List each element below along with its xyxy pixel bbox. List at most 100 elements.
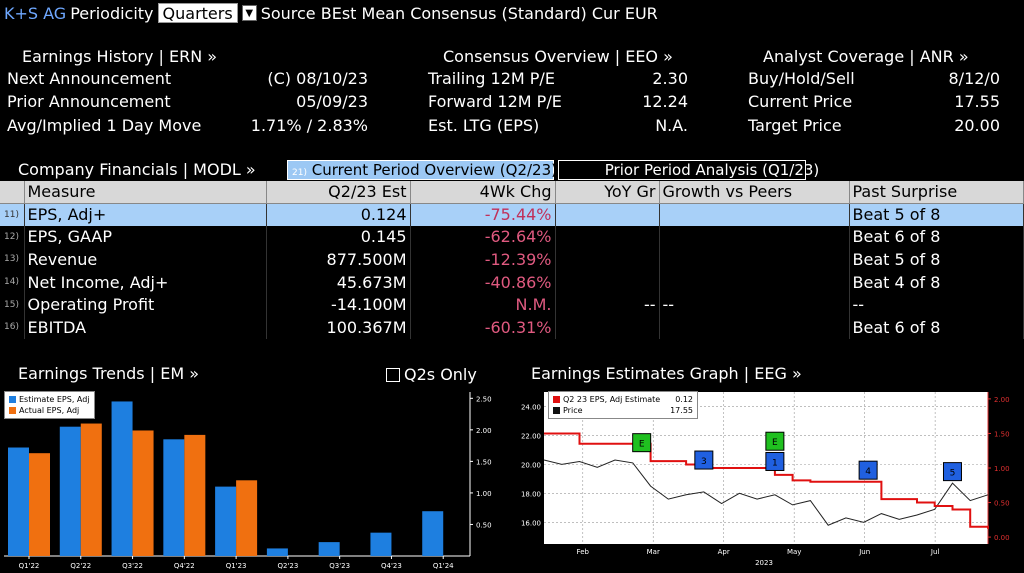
earnings-trends-title[interactable]: Earnings Trends | EM » xyxy=(18,364,199,383)
bar-actual xyxy=(29,453,50,556)
x-tick-label: Q3'22 xyxy=(122,562,143,570)
consensus-overview-title[interactable]: Consensus Overview | EEO » xyxy=(443,47,673,66)
trailing-pe-value: 2.30 xyxy=(652,69,688,88)
y-tick-label: 2.50 xyxy=(476,395,492,403)
current-price-label: Current Price xyxy=(748,92,853,111)
event-marker-label: E xyxy=(639,440,645,450)
row-measure: Net Income, Adj+ xyxy=(24,270,267,294)
bar-estimate xyxy=(370,532,392,556)
ltg-value: N.A. xyxy=(655,116,688,135)
y-right-tick-label: 1.50 xyxy=(994,430,1010,438)
y-right-tick-label: 2.00 xyxy=(994,396,1010,404)
bar-actual xyxy=(184,434,206,556)
row-4wk-chg: -62.64% xyxy=(410,225,556,249)
row-number: 12) xyxy=(0,225,25,249)
col-growth-peers[interactable]: Growth vs Peers xyxy=(659,181,850,204)
x-tick-label: Feb xyxy=(577,548,590,556)
top-bar: K+S AG Periodicity Quarters ▼ Source BEs… xyxy=(4,2,658,24)
event-marker xyxy=(632,433,652,453)
row-estimate: -14.100M xyxy=(266,293,411,316)
bar-estimate xyxy=(111,401,133,556)
table-row[interactable]: 15) Operating Profit -14.100M N.M. -- -- -- xyxy=(0,293,1024,316)
x-tick-label: Q4'22 xyxy=(174,562,195,570)
row-estimate: 100.367M xyxy=(266,315,411,339)
row-growth-peers: -- xyxy=(659,293,850,316)
table-row[interactable]: 14) Net Income, Adj+ 45.673M -40.86% Beat 4 … xyxy=(0,270,1024,294)
row-number: 16) xyxy=(0,315,25,339)
x-tick-label: Q1'23 xyxy=(226,562,247,570)
chevron-down-icon[interactable]: ▼ xyxy=(241,5,257,21)
event-marker-label: E xyxy=(772,438,778,448)
row-yoy-gr xyxy=(555,225,660,249)
target-price-label: Target Price xyxy=(748,116,842,135)
row-yoy-gr xyxy=(555,203,660,226)
event-marker-label: 5 xyxy=(950,469,956,479)
col-estimate[interactable]: Q2/23 Est xyxy=(266,181,411,204)
row-yoy-gr xyxy=(555,270,660,294)
bar-estimate xyxy=(163,439,185,556)
x-tick-label: Q1'22 xyxy=(19,562,40,570)
y-left-tick-label: 16.00 xyxy=(521,519,541,527)
col-yoy-gr[interactable]: YoY Gr xyxy=(555,181,660,204)
company-financials-title[interactable]: Company Financials | MODL » xyxy=(18,160,256,179)
x-tick-label: Apr xyxy=(718,548,730,556)
earnings-trends-legend: Estimate EPS, Adj Actual EPS, Adj xyxy=(4,391,95,419)
avg-move-value: 1.71% / 2.83% xyxy=(250,116,368,135)
table-row[interactable]: 12) EPS, GAAP 0.145 -62.64% Beat 6 of 8 xyxy=(0,225,1024,249)
legend-item-price: Price 17.55 xyxy=(553,405,693,416)
legend-swatch-price xyxy=(553,407,560,414)
tab-prior-period[interactable]: 22) Prior Period Analysis (Q1/23) xyxy=(558,160,819,180)
table-row[interactable]: 11) EPS, Adj+ 0.124 -75.44% Beat 5 of 8 xyxy=(0,203,1024,226)
buy-hold-sell-value: 8/12/0 xyxy=(948,69,1001,88)
prior-announcement-value: 05/09/23 xyxy=(296,92,368,111)
earnings-estimates-title[interactable]: Earnings Estimates Graph | EEG » xyxy=(531,364,802,383)
row-measure: Revenue xyxy=(24,248,267,271)
col-4wk-chg[interactable]: 4Wk Chg xyxy=(410,181,556,204)
y-right-tick-label: 0.00 xyxy=(994,534,1010,542)
x-tick-label: Q2'22 xyxy=(70,562,91,570)
row-past-surprise: Beat 5 of 8 xyxy=(849,203,1024,226)
next-announcement-label: Next Announcement xyxy=(7,69,172,88)
row-4wk-chg: -12.39% xyxy=(410,248,556,271)
periodicity-label: Periodicity xyxy=(70,3,154,23)
row-4wk-chg: -75.44% xyxy=(410,203,556,226)
analyst-coverage-title[interactable]: Analyst Coverage | ANR » xyxy=(763,47,969,66)
row-growth-peers xyxy=(659,203,850,226)
row-measure: EPS, Adj+ xyxy=(24,203,267,226)
row-past-surprise: Beat 4 of 8 xyxy=(849,270,1024,294)
row-4wk-chg: -40.86% xyxy=(410,270,556,294)
table-row[interactable]: 13) Revenue 877.500M -12.39% Beat 5 of 8 xyxy=(0,248,1024,271)
legend-swatch-actual xyxy=(9,407,16,414)
trailing-pe-label: Trailing 12M P/E xyxy=(428,69,555,88)
row-number: 14) xyxy=(0,270,25,294)
periodicity-select[interactable]: Quarters xyxy=(157,3,238,23)
bar-actual xyxy=(80,423,102,556)
q2s-only-checkbox[interactable]: Q2s Only xyxy=(386,365,477,384)
bar-estimate xyxy=(215,486,237,556)
row-number: 15) xyxy=(0,293,25,316)
row-estimate: 0.145 xyxy=(266,225,411,249)
bar-estimate xyxy=(318,542,340,556)
x-year-label: 2023 xyxy=(755,559,773,567)
row-past-surprise: -- xyxy=(849,293,1024,316)
checkbox-icon[interactable] xyxy=(386,367,400,382)
col-measure[interactable]: Measure xyxy=(24,181,267,204)
row-past-surprise: Beat 6 of 8 xyxy=(849,225,1024,249)
row-growth-peers xyxy=(659,270,850,294)
x-tick-label: Jun xyxy=(858,548,870,556)
event-marker xyxy=(942,462,962,482)
table-header-row: Measure Q2/23 Est 4Wk Chg YoY Gr Growth … xyxy=(0,181,1024,204)
row-yoy-gr xyxy=(555,248,660,271)
event-marker xyxy=(694,450,714,470)
avg-move-label: Avg/Implied 1 Day Move xyxy=(7,116,202,135)
col-past-surprise[interactable]: Past Surprise xyxy=(849,181,1024,204)
row-4wk-chg: N.M. xyxy=(410,293,556,316)
event-marker xyxy=(765,451,785,471)
y-left-tick-label: 20.00 xyxy=(521,461,541,469)
earnings-history-title[interactable]: Earnings History | ERN » xyxy=(22,47,218,66)
table-row[interactable]: 16) EBITDA 100.367M -60.31% Beat 6 of 8 xyxy=(0,315,1024,339)
forward-pe-value: 12.24 xyxy=(642,92,688,111)
legend-swatch-estimate xyxy=(9,396,16,403)
row-measure: Operating Profit xyxy=(24,293,267,316)
tab-current-period[interactable]: 21) Current Period Overview (Q2/23) xyxy=(287,160,557,180)
